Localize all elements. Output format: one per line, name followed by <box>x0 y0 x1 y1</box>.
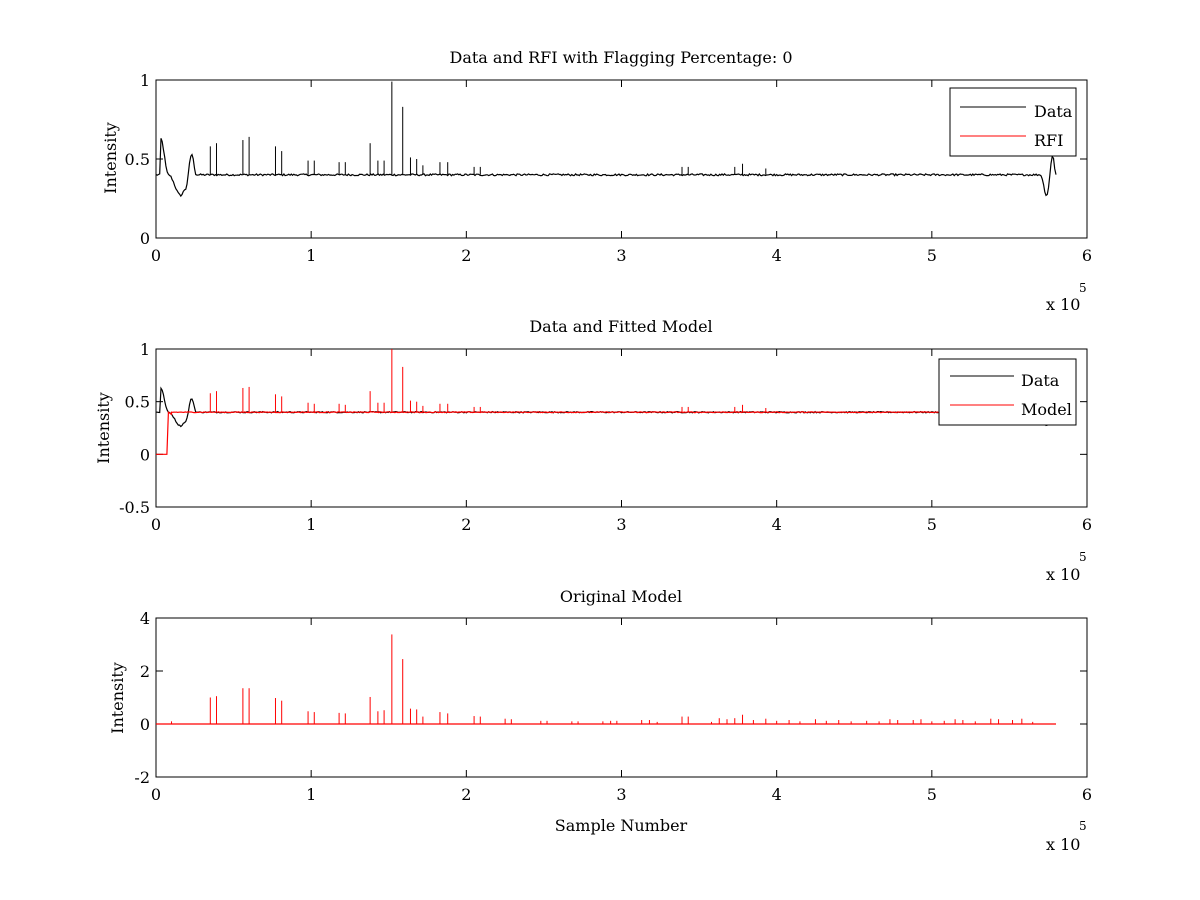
x-exponent: 5 <box>1079 550 1087 564</box>
x-tick-label: 2 <box>461 515 471 534</box>
x-multiplier: x 10 <box>1046 295 1080 314</box>
panel-data-and-fitted-model: Data and Fitted Model Intensity 0 1 2 3 4 5 6 -… <box>94 317 1092 584</box>
x-tick-label: 0 <box>151 785 161 804</box>
x-tick-label: 3 <box>616 785 626 804</box>
x-tick-label: 0 <box>151 515 161 534</box>
x-tick-label: 5 <box>927 785 937 804</box>
x-tick-label: 4 <box>772 515 782 534</box>
legend-label-data: Data <box>1021 371 1060 390</box>
x-tick-label: 4 <box>772 785 782 804</box>
legend-label-data: Data <box>1034 102 1073 121</box>
x-multiplier: x 10 <box>1046 565 1080 584</box>
x-tick-label: 5 <box>927 246 937 265</box>
y-tick-label: 0 <box>140 445 150 464</box>
plot-area: 0 1 2 3 4 5 6 0 0.5 1 <box>125 71 1093 265</box>
x-tick-label: 3 <box>616 515 626 534</box>
x-tick-label: 5 <box>927 515 937 534</box>
y-tick-label: -0.5 <box>119 498 150 517</box>
y-tick-label: 4 <box>140 609 150 628</box>
y-axis-label: Intensity <box>101 122 120 194</box>
x-multiplier: x 10 <box>1046 835 1080 854</box>
y-tick-label: 2 <box>140 662 150 681</box>
x-tick-label: 1 <box>306 785 316 804</box>
x-tick-label: 6 <box>1082 785 1092 804</box>
y-axis-label: Intensity <box>94 392 113 464</box>
y-tick-label: -2 <box>134 768 150 787</box>
panel-title: Data and RFI with Flagging Percentage: 0 <box>449 48 792 67</box>
x-tick-label: 1 <box>306 246 316 265</box>
series-line-data <box>155 138 1057 198</box>
x-tick-label: 6 <box>1082 515 1092 534</box>
y-tick-label: 0 <box>140 229 150 248</box>
legend: Data RFI <box>949 87 1077 157</box>
x-tick-label: 1 <box>306 515 316 534</box>
x-exponent: 5 <box>1079 281 1087 295</box>
legend-box <box>949 87 1077 157</box>
x-tick-label: 4 <box>772 246 782 265</box>
panel-title: Data and Fitted Model <box>529 317 712 336</box>
y-tick-label: 0.5 <box>125 393 150 412</box>
x-exponent: 5 <box>1079 819 1087 833</box>
series-line-model <box>156 411 1025 455</box>
plot-area: 0 1 2 3 4 5 6-0.500.51 <box>119 340 1092 534</box>
x-tick-label: 3 <box>616 246 626 265</box>
x-tick-label: 2 <box>461 785 471 804</box>
legend: Data Model <box>938 358 1077 426</box>
x-tick-label: 0 <box>151 246 161 265</box>
y-axis-label: Intensity <box>108 662 127 734</box>
panel-original-model: Original Model Intensity Sample Number 0… <box>108 587 1092 854</box>
panel-data-and-rfi: Data and RFI with Flagging Percentage: 0… <box>101 48 1092 314</box>
legend-label-rfi: RFI <box>1034 131 1063 150</box>
y-tick-label: 1 <box>140 340 150 359</box>
y-tick-label: 0.5 <box>125 150 150 169</box>
x-axis-label: Sample Number <box>555 816 688 835</box>
x-tick-label: 2 <box>461 246 471 265</box>
x-tick-label: 6 <box>1082 246 1092 265</box>
y-tick-label: 0 <box>140 715 150 734</box>
legend-box <box>938 358 1077 426</box>
legend-label-model: Model <box>1021 400 1072 419</box>
panel-title: Original Model <box>560 587 682 606</box>
y-tick-label: 1 <box>140 71 150 90</box>
